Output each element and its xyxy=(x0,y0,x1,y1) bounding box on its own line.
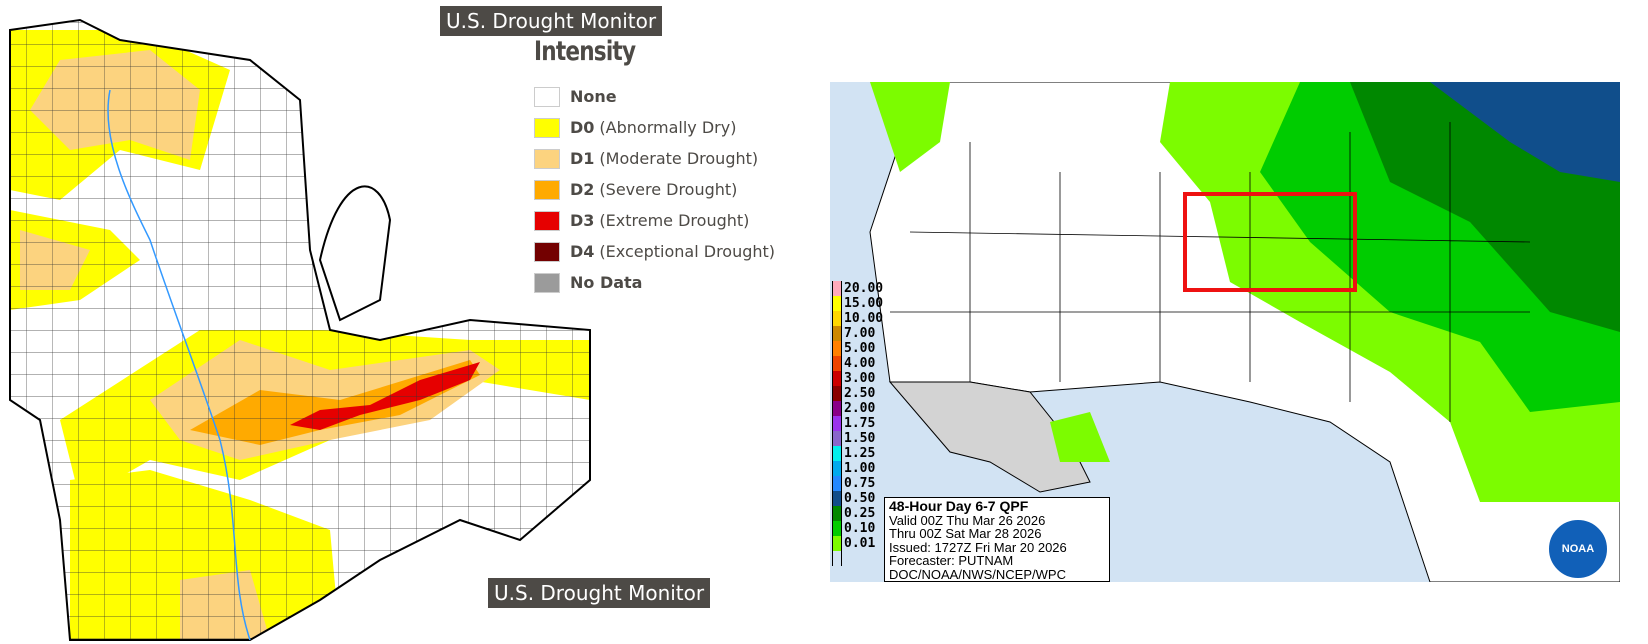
legend-swatch xyxy=(534,210,560,231)
legend-label: (Exceptional Drought) xyxy=(599,242,776,261)
qpf-legend-value: 0.75 xyxy=(844,476,876,491)
qpf-legend-value: 4.00 xyxy=(844,356,876,371)
legend-label: (Severe Drought) xyxy=(599,180,738,199)
legend-swatch xyxy=(534,179,560,200)
qpf-legend-value: 2.50 xyxy=(844,386,876,401)
qpf-legend-swatch xyxy=(832,356,842,371)
qpf-legend-swatch xyxy=(832,476,842,491)
drought-legend: Intensity None D0 (Abnormally Dry) D1 (Moder… xyxy=(534,36,775,298)
legend-label: (Extreme Drought) xyxy=(599,211,750,230)
qpf-legend-item: 15.00 xyxy=(832,296,883,311)
legend-item: D0 (Abnormally Dry) xyxy=(534,112,775,143)
qpf-legend-item xyxy=(832,551,883,566)
legend-item: D3 (Extreme Drought) xyxy=(534,205,775,236)
qpf-title: 48-Hour Day 6-7 QPF xyxy=(889,498,1029,514)
qpf-legend-swatch xyxy=(832,311,842,326)
legend-swatch xyxy=(534,148,560,169)
qpf-legend-item: 0.25 xyxy=(832,506,883,521)
legend-item: D4 (Exceptional Drought) xyxy=(534,236,775,267)
legend-label: (Abnormally Dry) xyxy=(599,118,737,137)
qpf-legend-item: 7.00 xyxy=(832,326,883,341)
legend-label: (Moderate Drought) xyxy=(599,149,759,168)
legend-item: None xyxy=(534,81,775,112)
qpf-legend-item: 1.75 xyxy=(832,416,883,431)
qpf-legend-item: 1.00 xyxy=(832,461,883,476)
qpf-legend: 20.00 15.00 10.00 7.00 5.00 4.00 3.00 2.50 2.00 1… xyxy=(832,281,883,566)
qpf-legend-item: 0.10 xyxy=(832,521,883,536)
drought-monitor-title-bottom: U.S. Drought Monitor xyxy=(488,578,711,608)
qpf-legend-value: 0.50 xyxy=(844,491,876,506)
legend-item: D2 (Severe Drought) xyxy=(534,174,775,205)
legend-code: D2 xyxy=(570,180,595,199)
qpf-source: DOC/NOAA/NWS/NCEP/WPC xyxy=(889,566,1066,582)
legend-code: D1 xyxy=(570,149,595,168)
qpf-legend-swatch xyxy=(832,401,842,416)
qpf-legend-item: 10.00 xyxy=(832,311,883,326)
legend-code: D0 xyxy=(570,118,595,137)
legend-swatch xyxy=(534,117,560,138)
qpf-legend-item: 5.00 xyxy=(832,341,883,356)
qpf-valid: Valid 00Z Thu Mar 26 2026 xyxy=(889,512,1046,528)
qpf-legend-value: 1.25 xyxy=(844,446,876,461)
qpf-legend-swatch xyxy=(832,416,842,431)
qpf-legend-swatch xyxy=(832,386,842,401)
drought-monitor-map xyxy=(9,18,591,641)
qpf-legend-swatch xyxy=(832,491,842,506)
qpf-legend-value: 0.10 xyxy=(844,521,876,536)
legend-swatch xyxy=(534,86,560,107)
qpf-legend-value: 0.01 xyxy=(844,536,876,551)
qpf-legend-item: 2.00 xyxy=(832,401,883,416)
qpf-legend-value: 1.75 xyxy=(844,416,876,431)
drought-monitor-title-top: U.S. Drought Monitor xyxy=(440,6,663,36)
qpf-info-box: 48-Hour Day 6-7 QPF Valid 00Z Thu Mar 26… xyxy=(884,497,1110,582)
qpf-legend-swatch xyxy=(832,461,842,476)
legend-item: No Data xyxy=(534,267,775,298)
qpf-legend-item: 0.75 xyxy=(832,476,883,491)
legend-item: D1 (Moderate Drought) xyxy=(534,143,775,174)
qpf-legend-swatch xyxy=(832,326,842,341)
qpf-legend-item: 1.50 xyxy=(832,431,883,446)
noaa-logo: NOAA xyxy=(1547,518,1609,580)
qpf-legend-value: 5.00 xyxy=(844,341,876,356)
qpf-legend-item: 2.50 xyxy=(832,386,883,401)
legend-swatch xyxy=(534,241,560,262)
qpf-legend-swatch xyxy=(832,446,842,461)
legend-code: D4 xyxy=(570,242,595,261)
qpf-legend-item: 4.00 xyxy=(832,356,883,371)
legend-label: None xyxy=(570,87,617,106)
qpf-legend-swatch xyxy=(832,506,842,521)
qpf-forecaster: Forecaster: PUTNAM xyxy=(889,553,1014,568)
qpf-legend-value: 7.00 xyxy=(844,326,876,341)
qpf-thru: Thru 00Z Sat Mar 28 2026 xyxy=(889,526,1042,541)
qpf-legend-value: 15.00 xyxy=(844,296,884,311)
qpf-legend-item: 3.00 xyxy=(832,371,883,386)
qpf-legend-value: 10.00 xyxy=(844,311,884,326)
qpf-issued: Issued: 1727Z Fri Mar 20 2026 xyxy=(889,539,1067,555)
qpf-legend-value: 3.00 xyxy=(844,371,876,386)
qpf-legend-value: 1.00 xyxy=(844,461,876,476)
qpf-legend-item: 1.25 xyxy=(832,446,883,461)
qpf-legend-item: 0.50 xyxy=(832,491,883,506)
qpf-legend-swatch xyxy=(832,341,842,356)
qpf-legend-item: 0.01 xyxy=(832,536,883,551)
qpf-legend-value: 2.00 xyxy=(844,401,876,416)
qpf-legend-value: 1.50 xyxy=(844,431,876,446)
qpf-legend-swatch xyxy=(832,371,842,386)
qpf-map xyxy=(830,82,1620,582)
legend-label: No Data xyxy=(570,273,643,292)
qpf-legend-swatch xyxy=(832,296,842,311)
qpf-legend-value: 20.00 xyxy=(844,281,884,296)
qpf-legend-swatch xyxy=(832,521,842,536)
qpf-legend-swatch xyxy=(832,536,842,551)
legend-swatch xyxy=(534,272,560,293)
qpf-legend-value: 0.25 xyxy=(844,506,876,521)
qpf-legend-swatch xyxy=(832,281,842,296)
legend-title: Intensity xyxy=(534,36,636,67)
qpf-legend-item: 20.00 xyxy=(832,281,883,296)
qpf-legend-swatch xyxy=(832,431,842,446)
legend-code: D3 xyxy=(570,211,595,230)
qpf-legend-swatch xyxy=(832,551,842,566)
